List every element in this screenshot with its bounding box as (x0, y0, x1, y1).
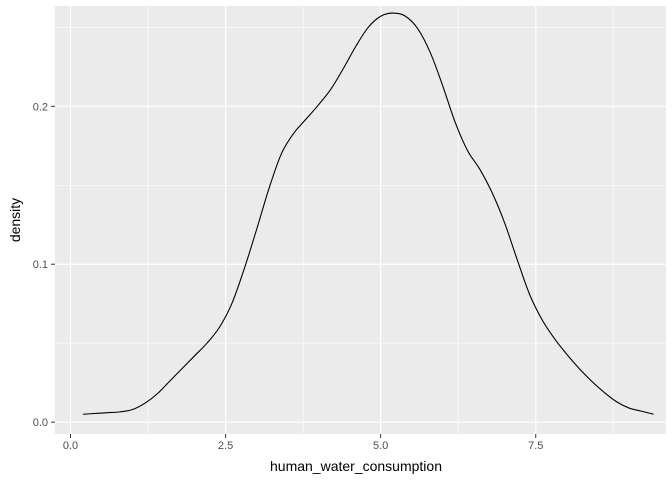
plot-panel (55, 6, 666, 434)
x-tick-label: 2.5 (218, 440, 233, 452)
y-tick-label: 0.0 (33, 417, 48, 429)
x-axis-title: human_water_consumption (270, 458, 442, 474)
x-tick-label: 5.0 (373, 440, 388, 452)
major-gridlines (55, 6, 666, 434)
minor-gridlines (55, 6, 666, 434)
x-axis: 0.0 2.5 5.0 7.5 (63, 434, 543, 452)
y-tick-label: 0.1 (33, 259, 48, 271)
y-tick-label: 0.2 (33, 101, 48, 113)
y-axis: 0.0 0.1 0.2 (33, 101, 55, 429)
y-axis-title: density (7, 198, 23, 242)
series-layer (82, 12, 654, 415)
density-line (82, 12, 654, 415)
x-tick-label: 7.5 (528, 440, 543, 452)
x-tick-label: 0.0 (63, 440, 78, 452)
